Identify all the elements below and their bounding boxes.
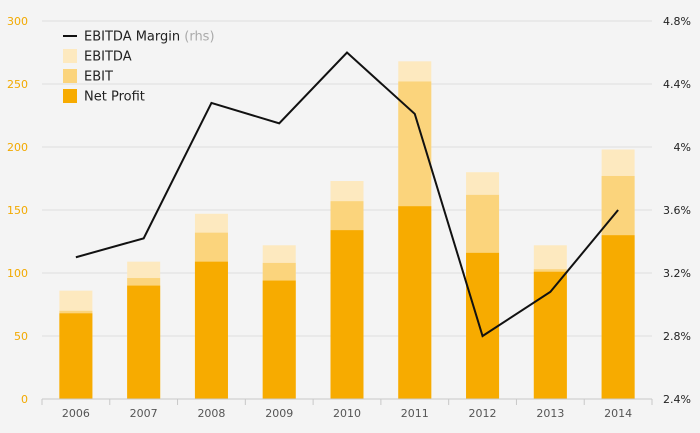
bar-net-profit [466,252,500,399]
x-tick-label: 2008 [197,407,225,420]
left-tick-label: 200 [7,141,28,154]
axes: 0 2.4% 50 2.8% 100 3.2% 150 3.6% 200 4% 250 4.4% 300… [7,15,691,420]
right-tick-label: 3.6% [663,204,691,217]
bar-net-profit [398,206,432,399]
x-tick-label: 2006 [62,407,90,420]
bar-net-profit [194,261,228,399]
left-tick-label: 0 [21,393,28,406]
legend: EBITDA Margin (rhs) EBITDA EBIT Net Profit [63,30,215,105]
legend-label: EBITDA [84,50,132,65]
legend-box-swatch [63,69,77,83]
right-tick-label: 4% [674,141,691,154]
x-tick-label: 2013 [536,407,564,420]
left-tick-label: 250 [7,78,28,91]
bar-net-profit [59,313,93,399]
bar-net-profit [330,230,364,399]
right-tick-label: 2.8% [663,330,691,343]
x-tick-label: 2012 [469,407,497,420]
right-tick-label: 4.4% [663,78,691,91]
legend-label: EBIT [84,70,113,85]
legend-box-swatch [63,49,77,63]
bar-net-profit [127,285,161,399]
bar-net-profit [601,235,635,399]
margin-line [75,51,619,338]
x-tick-label: 2010 [333,407,361,420]
right-tick-label: 4.8% [663,15,691,28]
legend-box-swatch [63,89,77,103]
left-tick-label: 300 [7,15,28,28]
left-tick-label: 50 [14,330,28,343]
right-tick-label: 3.2% [663,267,691,280]
right-tick-label: 2.4% [663,393,691,406]
x-tick-label: 2009 [265,407,293,420]
x-tick-label: 2011 [401,407,429,420]
x-tick-label: 2014 [604,407,632,420]
legend-label: Net Profit [84,90,145,105]
bars [59,61,635,399]
x-tick-label: 2007 [130,407,158,420]
legend-label-suffix: (rhs) [180,30,214,45]
left-tick-label: 100 [7,267,28,280]
bar-net-profit [262,280,296,399]
legend-label: EBITDA Margin (rhs) [84,30,215,45]
left-tick-label: 150 [7,204,28,217]
